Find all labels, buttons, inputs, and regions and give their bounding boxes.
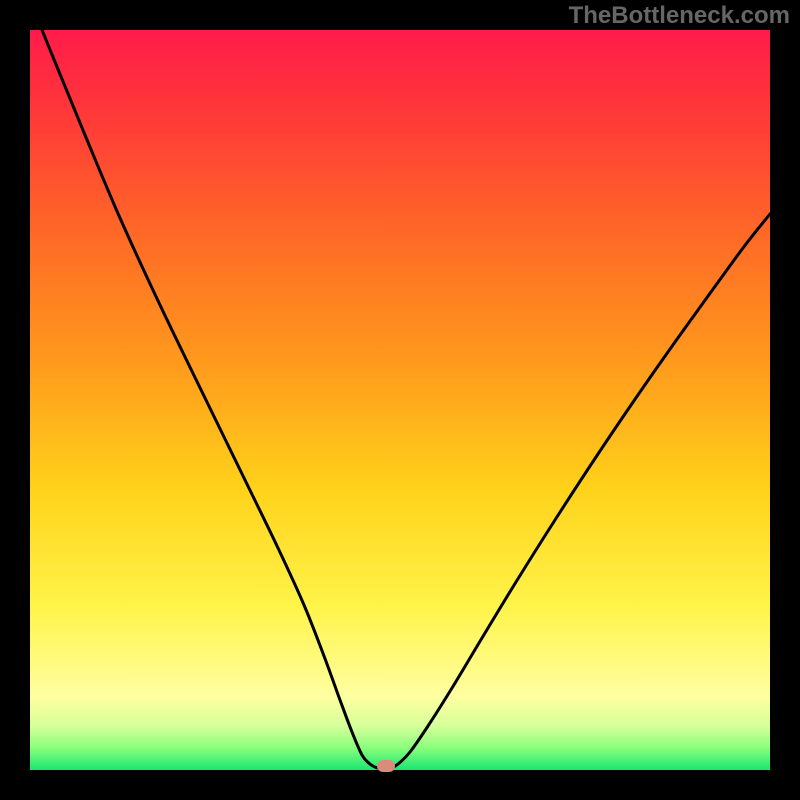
- chart-root: TheBottleneck.com: [0, 0, 800, 800]
- watermark-text: TheBottleneck.com: [569, 2, 790, 30]
- curve-layer: [0, 0, 800, 800]
- bottleneck-curve: [30, 0, 770, 769]
- minimum-marker: [377, 760, 395, 772]
